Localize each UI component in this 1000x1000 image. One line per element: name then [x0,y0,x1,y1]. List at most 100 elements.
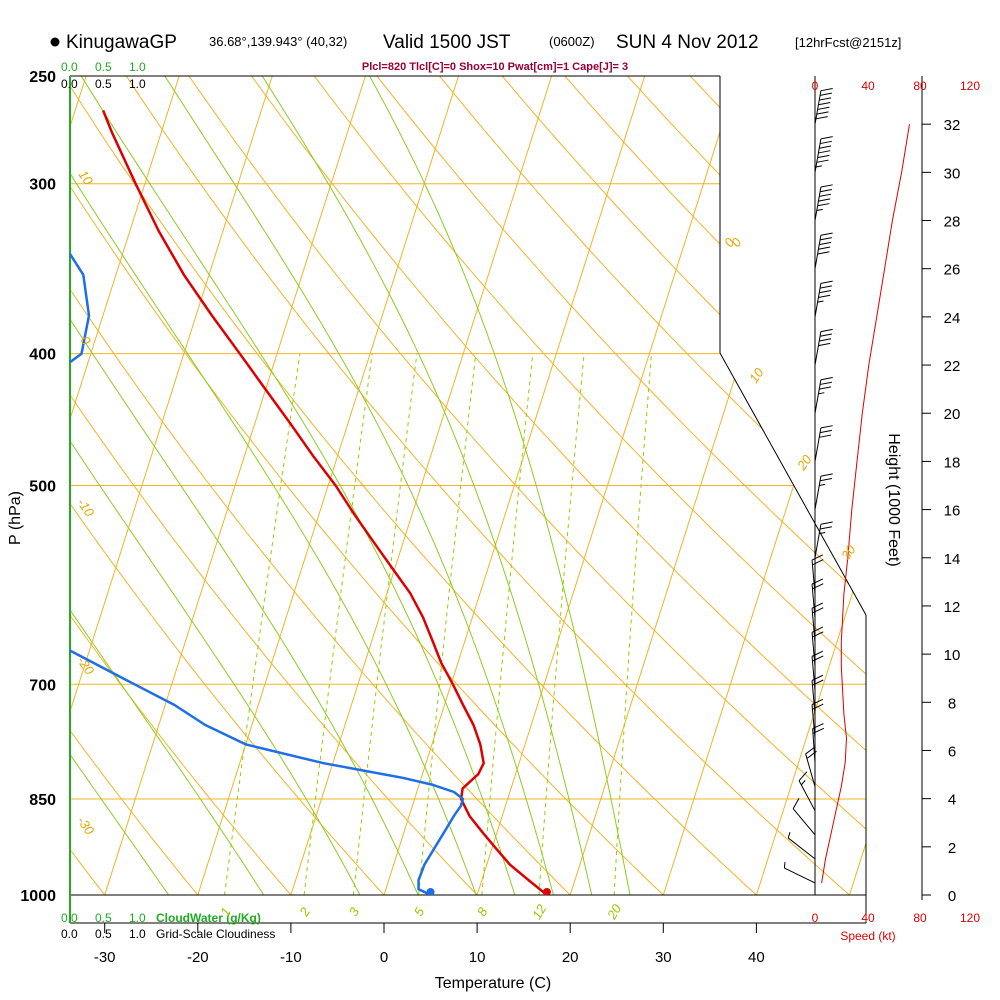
barb-feather [819,526,832,530]
isotherm-line [755,76,866,895]
dry-adiabat-label: -10 [74,495,98,520]
barb-feather [819,338,832,342]
barb-feather [820,232,833,236]
barb-staff [798,780,816,811]
dry-adiabat-label: -20 [74,653,98,678]
barb-staff [814,379,822,414]
barb-staff [811,632,816,667]
y-tick-label: 850 [29,792,56,809]
dry-adiabat [198,76,866,895]
utc-time: (0600Z) [549,34,595,49]
temperature-line [101,109,548,895]
mixing-ratio-label: 12 [529,901,550,922]
background-grid [0,1,866,924]
mixing-ratio-line [538,353,585,895]
dry-adiabat [70,76,506,895]
dry-adiabat [0,1,33,924]
top-wind-speed-scale: 0 40 80 120 [812,79,981,93]
barb-feather [818,102,831,106]
dry-adiabat [70,76,317,895]
y-tick-label: 1000 [20,888,56,905]
barb-feather [787,832,791,839]
barb-feather [812,559,824,566]
barb-feather [820,521,833,525]
dry-adiabat [70,76,128,895]
mixing-ratio-line [481,353,534,895]
top-cl-2: 1.0 [129,77,146,91]
moist-adiabat [261,76,599,895]
surface-dewpoint-point [426,888,435,895]
x-tick-label: 30 [655,949,672,966]
height-tick-label: 10 [944,647,961,664]
barb-feather [815,116,828,120]
dry-adiabat [862,76,866,895]
barb-feather [818,150,831,154]
height-tick-label: 24 [944,310,961,327]
barb-feather [819,241,832,246]
dry-adiabat-label: -30 [74,813,98,838]
barb-staff [814,476,822,510]
barb-feather [819,140,832,145]
station-name: KinugawaGP [66,32,177,53]
bottom-cw-1: 0.5 [95,911,112,925]
dry-adiabat [70,76,695,895]
moist-adiabat [164,76,562,895]
x-tick-label: 10 [469,949,486,966]
barb-feather [819,285,832,289]
x-tick-label: 20 [562,949,579,966]
wind-barbs [783,87,833,884]
chart-header: KinugawaGP 36.68°,139.943° (40,32) Valid… [50,32,901,73]
mixing-ratio-line [613,353,652,895]
barb-staff [811,559,816,594]
wind-barb [814,425,833,462]
dewpoint-line [70,251,465,895]
isotherm-line [290,76,553,895]
barb-staff [814,524,822,558]
barb-feather [820,473,833,477]
mixing-ratio-line [418,353,477,895]
mixing-ratio-line [224,353,301,895]
dry-adiabat [500,76,866,895]
wind-barb [814,136,833,173]
moist-adiabat [70,76,283,895]
station-coords: 36.68°,139.943° (40,32) [209,34,347,49]
barb-feather [819,478,832,482]
top-cl-0: 0.0 [61,77,78,91]
mixing-ratio-label: 8 [474,904,491,918]
barb-feather [820,280,833,284]
y-tick-label: 700 [29,677,56,694]
wind-speed-line [821,124,910,884]
barb-feather [800,780,806,786]
barb-feather [818,246,831,250]
wind-barb [787,832,816,860]
barb-staff [811,656,816,691]
barb-staff [784,867,816,884]
barb-feather [819,290,832,294]
barb-feather [820,377,833,381]
height-tick-label: 6 [948,743,956,760]
barb-feather [806,750,817,759]
wind-barb [814,521,833,558]
top-cloud-water-scale: 0.0 0.5 1.0 0.0 0.5 1.0 [61,60,146,91]
barb-staff [805,753,816,787]
isotherm-line [476,76,739,895]
height-tick-label: 28 [944,214,961,231]
barb-staff [811,608,816,643]
barb-feather [817,154,830,159]
sounding-profiles [70,109,551,895]
isotherm-line [70,76,273,895]
wind-barb [814,87,833,125]
barb-staff [811,584,816,619]
barb-feather [783,862,786,869]
dry-adiabat [379,76,866,895]
mixing-ratio-label: 20 [604,901,625,923]
barb-feather [817,300,824,303]
bottom-ws-2: 80 [913,911,927,925]
axis-ticks: -30 -20 -10 0 10 20 30 402503004005007008501000… [20,69,960,966]
bottom-cl-0: 0.0 [61,927,78,941]
y-tick-label: 250 [29,69,56,86]
wind-barb [792,798,816,836]
barb-feather [819,237,832,241]
barb-feather [819,434,832,438]
barb-staff [814,283,822,317]
